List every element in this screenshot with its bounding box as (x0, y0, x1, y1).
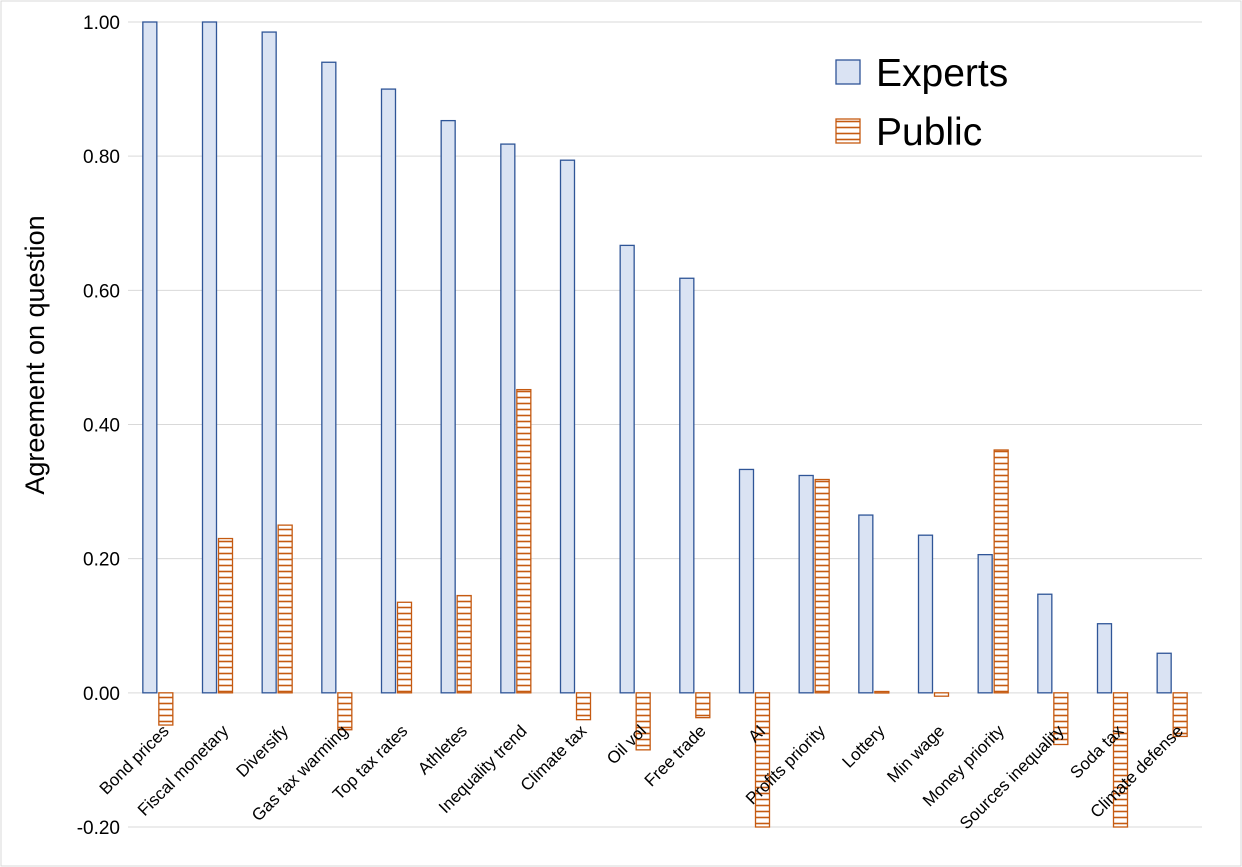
bar-experts (619, 244, 635, 694)
y-tick-label: 0.40 (83, 416, 120, 437)
bar-experts (440, 119, 456, 694)
bar-experts (798, 474, 814, 694)
bar-public (1112, 692, 1129, 828)
bar-experts (500, 143, 516, 694)
legend-label-public: Public (876, 111, 982, 154)
gridlines (128, 21, 1202, 828)
x-tick-label: Free trade (641, 721, 710, 790)
bar-experts (917, 534, 934, 694)
bar-experts (321, 61, 337, 694)
legend: Experts Public (835, 52, 1008, 154)
bar-public (754, 692, 771, 828)
bar-public (575, 692, 592, 721)
bar-public (993, 449, 1009, 694)
y-tick-label: 0.00 (83, 684, 120, 705)
y-tick-label: 0.60 (83, 281, 120, 302)
bar-public (277, 524, 293, 694)
bar-experts (977, 553, 993, 694)
bar-public (516, 388, 532, 694)
bar-experts (261, 31, 277, 694)
bar-experts (738, 468, 755, 694)
bar-experts (201, 21, 218, 694)
bar-public (635, 692, 651, 751)
bar-public (874, 690, 890, 694)
y-axis-label: Agreement on question (20, 215, 50, 494)
bar-experts (559, 159, 576, 694)
y-tick-label: -0.20 (77, 818, 120, 839)
x-tick-label: Sources inequality (956, 721, 1068, 833)
y-tick-label: 0.20 (83, 550, 120, 571)
bar-experts (1156, 652, 1172, 694)
y-tick-label: 0.80 (83, 147, 120, 168)
x-tick-label: Athletes (414, 721, 471, 778)
bar-public (217, 537, 234, 694)
bar-experts (858, 514, 874, 694)
bar-public (1172, 692, 1188, 738)
bar-public (158, 692, 174, 726)
y-tick-label: 1.00 (83, 13, 120, 34)
bar-public (456, 594, 472, 694)
legend-swatch-public (835, 118, 861, 144)
bar-public (337, 692, 353, 731)
bar-experts (1037, 593, 1053, 694)
bar-public (814, 478, 830, 694)
x-tick-label: Lottery (838, 721, 889, 772)
legend-swatch-experts (835, 59, 861, 85)
y-tick-labels: -0.20 0.00 0.20 0.40 0.60 0.80 1.00 (77, 13, 120, 839)
bar-experts (1096, 623, 1113, 694)
bar-public (695, 692, 711, 719)
bar-experts (679, 277, 695, 694)
bar-public (396, 601, 413, 694)
bar-public (1053, 692, 1069, 746)
bars (142, 21, 1188, 828)
bar-public (933, 692, 950, 697)
bar-experts (142, 21, 158, 694)
x-tick-label: Diversify (232, 721, 292, 781)
legend-label-experts: Experts (876, 52, 1008, 95)
bar-experts (380, 88, 397, 694)
